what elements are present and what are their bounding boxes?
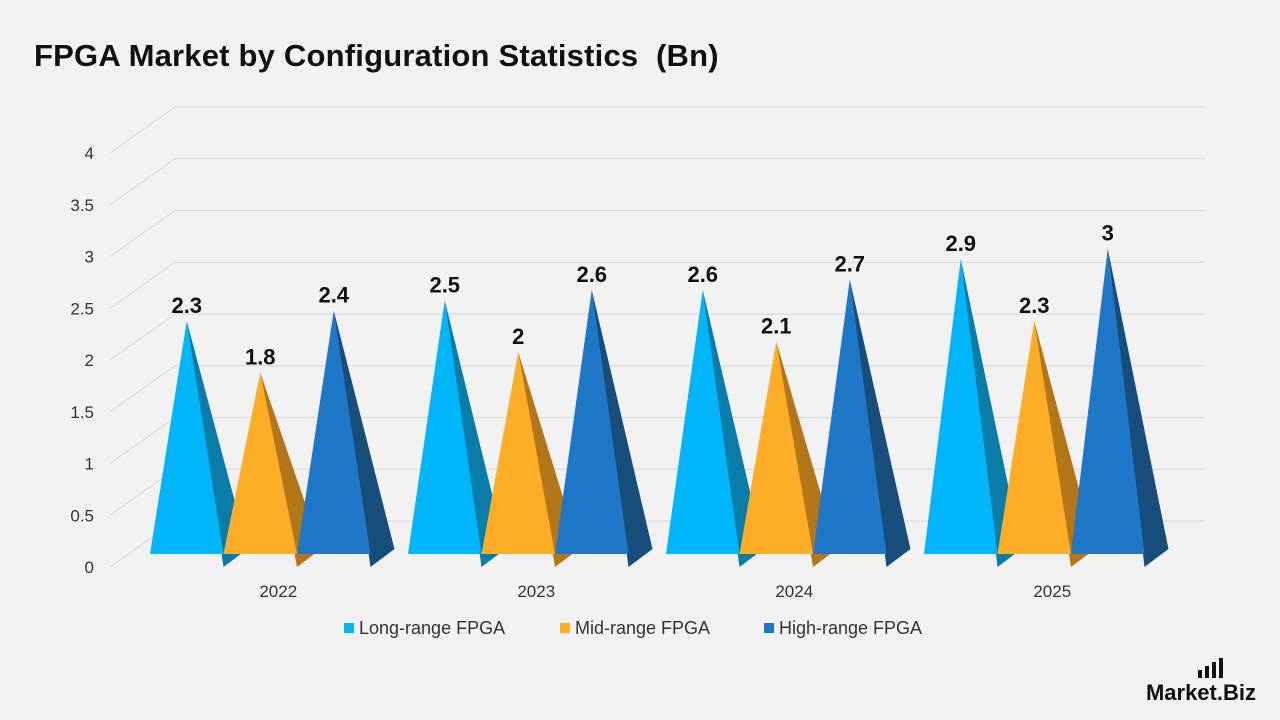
- legend-swatch: [344, 623, 354, 633]
- pyramid-bar: [997, 320, 1071, 554]
- data-label: 2.3: [1019, 293, 1050, 318]
- bars-layer: [150, 248, 1169, 567]
- data-label: 2.9: [945, 231, 976, 256]
- y-tick-label: 0.5: [70, 506, 94, 525]
- pyramid-bar: [223, 372, 297, 554]
- x-tick-label: 2022: [259, 582, 297, 601]
- pyramid-bar: [666, 289, 740, 554]
- y-tick-label: 1.5: [70, 403, 94, 422]
- grid-diagonal: [109, 261, 176, 309]
- legend-swatch: [560, 623, 570, 633]
- y-tick-label: 0: [85, 558, 94, 577]
- x-tick-label: 2024: [775, 582, 813, 601]
- legend: Long-range FPGA Mid-range FPGA High-range …: [344, 618, 922, 638]
- data-label: 2.7: [834, 252, 865, 277]
- grid-diagonal: [109, 210, 176, 257]
- chart-title: FPGA Market by Configuration Statistics …: [34, 38, 719, 73]
- data-label: 2.6: [687, 262, 718, 287]
- pyramid-bar-side: [702, 289, 764, 567]
- pyramid-bar: [297, 310, 371, 554]
- axis-layer: 0 0.5 1 1.5 2 2.5 3 3.5 4 2022 2023 2024 2025: [70, 144, 1071, 601]
- data-label: 3: [1102, 221, 1114, 246]
- brand-name-right: Biz: [1223, 680, 1256, 705]
- pyramid-bar-side: [849, 279, 911, 567]
- legend-label: High-range FPGA: [779, 618, 922, 638]
- pyramid-bar: [555, 289, 629, 554]
- grid-diagonal: [109, 365, 176, 413]
- pyramid-bar-side: [591, 289, 653, 567]
- brand-bars-icon: [1198, 658, 1223, 678]
- pyramid-bar-side: [1107, 248, 1169, 567]
- pyramid-bar: [1071, 248, 1145, 554]
- legend-swatch: [764, 623, 774, 633]
- pyramid-bar-side: [960, 258, 1022, 567]
- brand-dot: .: [1216, 680, 1223, 705]
- y-tick-label: 2.5: [70, 299, 94, 318]
- labels-layer: 2.3 1.8 2.4 2.5 2 2.6 2.6 2.1 2.7 2.9 2.3 3: [171, 221, 1113, 370]
- y-tick-label: 3: [85, 248, 94, 267]
- brand-logo: Market . Biz: [1145, 658, 1256, 706]
- pyramid-bar: [408, 300, 482, 554]
- legend-label: Mid-range FPGA: [575, 618, 710, 638]
- grid-diagonal: [109, 106, 176, 154]
- grid-diagonal: [109, 417, 176, 464]
- data-label: 2.5: [429, 272, 460, 297]
- pyramid-bar: [481, 352, 555, 554]
- y-tick-label: 1: [85, 455, 94, 474]
- data-label: 2.4: [318, 283, 349, 308]
- data-label: 2: [512, 324, 524, 349]
- grid-diagonal: [109, 313, 176, 361]
- pyramid-bar-side: [444, 300, 506, 567]
- pyramid-bar: [739, 341, 813, 554]
- data-label: 2.3: [171, 293, 202, 318]
- grid-diagonal: [109, 158, 176, 206]
- pyramid-bar: [150, 320, 224, 554]
- y-tick-label: 4: [85, 144, 94, 163]
- brand-name-left: Market: [1145, 680, 1217, 705]
- pyramid-bar: [924, 258, 998, 554]
- y-tick-label: 2: [85, 351, 94, 370]
- x-tick-label: 2023: [517, 582, 555, 601]
- data-label: 2.6: [576, 262, 607, 287]
- data-label: 1.8: [245, 345, 276, 370]
- pyramid-bar: [813, 279, 887, 554]
- x-tick-label: 2025: [1033, 582, 1071, 601]
- legend-label: Long-range FPGA: [359, 618, 505, 638]
- y-tick-label: 3.5: [70, 196, 94, 215]
- data-label: 2.1: [761, 314, 792, 339]
- pyramid-bar-side: [333, 310, 395, 567]
- pyramid-bar-side: [186, 320, 248, 567]
